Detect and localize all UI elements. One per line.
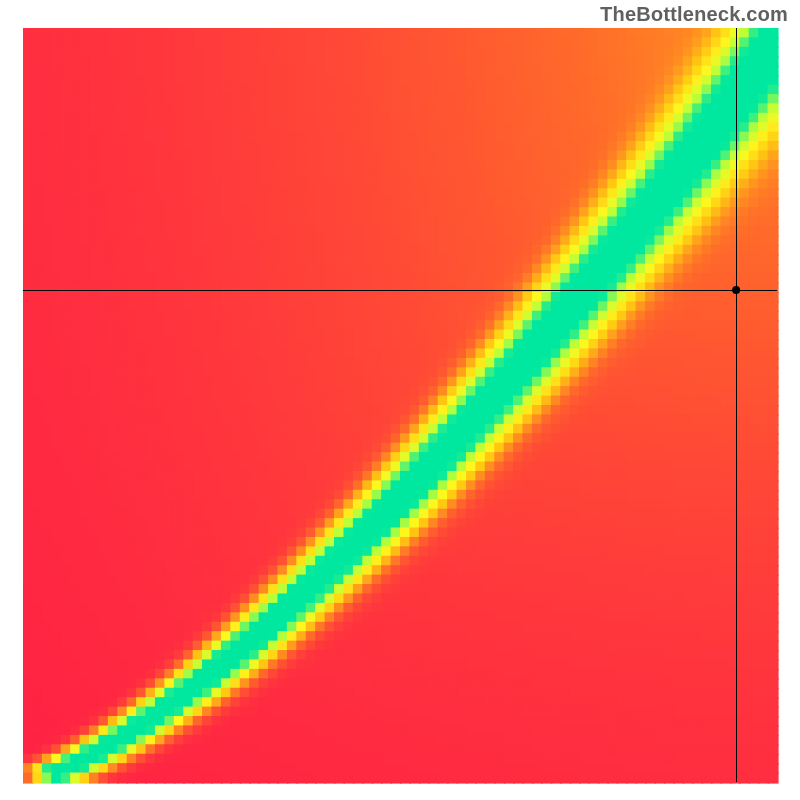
watermark-text: TheBottleneck.com bbox=[600, 4, 788, 27]
crosshair-overlay bbox=[0, 0, 800, 800]
